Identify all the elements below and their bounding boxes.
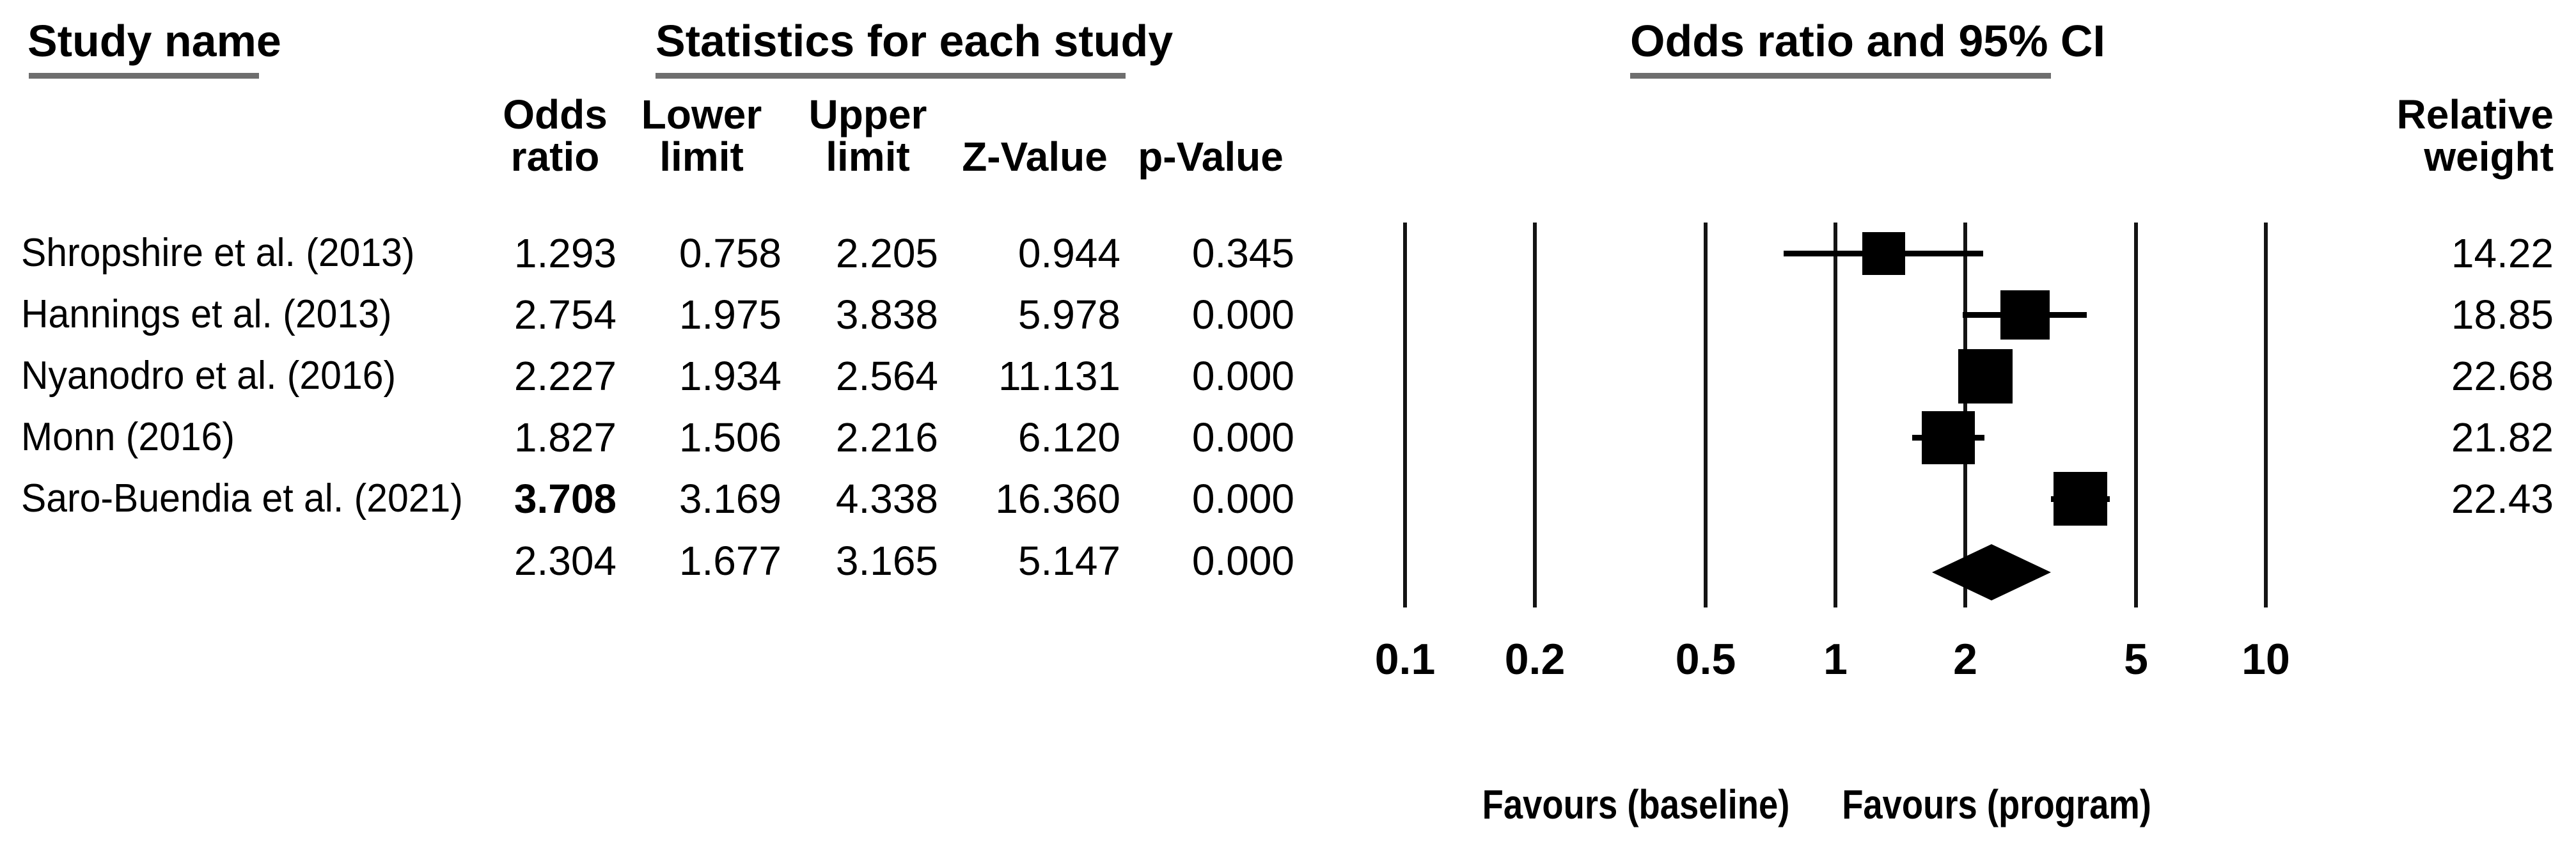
z-value: 16.360 — [995, 476, 1120, 522]
upper-limit-value: 2.205 — [835, 230, 938, 276]
column-header-lower-limit: Lower limit — [606, 93, 797, 178]
column-header-line: limit — [826, 134, 910, 180]
summary-p-value: 0.000 — [1191, 538, 1294, 584]
column-header-relative-weight: Relative weight — [2298, 93, 2554, 178]
axis-tick-label: 1 — [1823, 635, 1848, 684]
column-header-upper-limit: Upper limit — [772, 93, 964, 178]
lower-limit-value: 1.975 — [679, 292, 781, 338]
odds-ratio-value: 1.293 — [514, 230, 617, 276]
study-name: Monn (2016) — [21, 415, 235, 459]
plot-gridline — [1834, 223, 1837, 607]
p-value: 0.345 — [1191, 230, 1294, 276]
p-value: 0.000 — [1191, 292, 1294, 338]
upper-limit-value: 2.216 — [835, 414, 938, 460]
study-name: Saro-Buendia et al. (2021) — [21, 476, 463, 521]
relative-weight-value: 21.82 — [2451, 414, 2554, 460]
relative-weight-value: 18.85 — [2451, 292, 2554, 338]
upper-limit-value: 3.838 — [835, 292, 938, 338]
effect-square — [1922, 411, 1975, 464]
study-name: Shropshire et al. (2013) — [21, 231, 415, 275]
axis-tick-label: 0.1 — [1374, 635, 1436, 684]
lower-limit-value: 1.934 — [679, 353, 781, 399]
axis-tick-label: 5 — [2124, 635, 2148, 684]
plot-gridline — [1704, 223, 1708, 607]
relative-weight-value: 14.22 — [2451, 230, 2554, 276]
p-value: 0.000 — [1191, 353, 1294, 399]
odds-ratio-value: 1.827 — [514, 414, 617, 460]
odds-ratio-value: 3.708 — [514, 476, 617, 522]
z-value: 5.978 — [1017, 292, 1120, 338]
effect-square — [1958, 349, 2013, 403]
lower-limit-value: 0.758 — [679, 230, 781, 276]
column-header-line: Lower — [641, 91, 762, 137]
odds-ratio-value: 2.227 — [514, 353, 617, 399]
axis-tick-label: 10 — [2242, 635, 2290, 684]
effect-square — [2054, 472, 2107, 526]
header-underline — [29, 73, 259, 79]
lower-limit-value: 3.169 — [679, 476, 781, 522]
favours-program-label: Favours (program) — [1842, 781, 2151, 827]
axis-tick-label: 0.5 — [1675, 635, 1736, 684]
axis-tick-label: 0.2 — [1504, 635, 1566, 684]
header-underline — [656, 73, 1126, 79]
z-value: 11.131 — [998, 353, 1120, 399]
summary-diamond — [1932, 544, 2051, 600]
p-value: 0.000 — [1191, 414, 1294, 460]
z-value: 0.944 — [1017, 230, 1120, 276]
column-header-line: ratio — [510, 134, 600, 180]
p-value: 0.000 — [1191, 476, 1294, 522]
summary-lower-limit-value: 1.677 — [679, 538, 781, 584]
column-header-z-value: Z-Value — [962, 134, 1108, 180]
upper-limit-value: 2.564 — [835, 353, 938, 399]
summary-z-value: 5.147 — [1017, 538, 1120, 584]
z-value: 6.120 — [1017, 414, 1120, 460]
column-header-p-value: p-Value — [1138, 134, 1284, 180]
study-name-header: Study name — [27, 16, 281, 66]
lower-limit-value: 1.506 — [679, 414, 781, 460]
upper-limit-value: 4.338 — [835, 476, 938, 522]
effect-square — [2000, 290, 2050, 340]
column-header-odds-ratio: Odds ratio — [459, 93, 651, 178]
axis-tick-label: 2 — [1953, 635, 1977, 684]
plot-gridline — [1533, 223, 1537, 607]
summary-upper-limit-value: 3.165 — [835, 538, 938, 584]
column-header-line: Relative — [2396, 91, 2554, 137]
header-underline — [1630, 73, 2051, 79]
plot-gridline — [2134, 223, 2138, 607]
odds-ratio-value: 2.754 — [514, 292, 617, 338]
column-header-line: limit — [659, 134, 744, 180]
favours-baseline-label: Favours (baseline) — [1482, 781, 1790, 827]
column-header-line: Upper — [808, 91, 927, 137]
plot-gridline — [1403, 223, 1407, 607]
summary-odds-ratio-value: 2.304 — [514, 538, 617, 584]
column-header-line: Odds — [503, 91, 608, 137]
plot-gridline — [2264, 223, 2268, 607]
study-name: Nyanodro et al. (2016) — [21, 354, 397, 398]
study-name: Hannings et al. (2013) — [21, 292, 392, 336]
relative-weight-value: 22.68 — [2451, 353, 2554, 399]
effect-square — [1862, 232, 1905, 275]
statistics-header: Statistics for each study — [656, 16, 1174, 66]
relative-weight-value: 22.43 — [2451, 476, 2554, 522]
column-header-line: weight — [2424, 134, 2554, 180]
or-ci-header: Odds ratio and 95% CI — [1630, 16, 2105, 66]
